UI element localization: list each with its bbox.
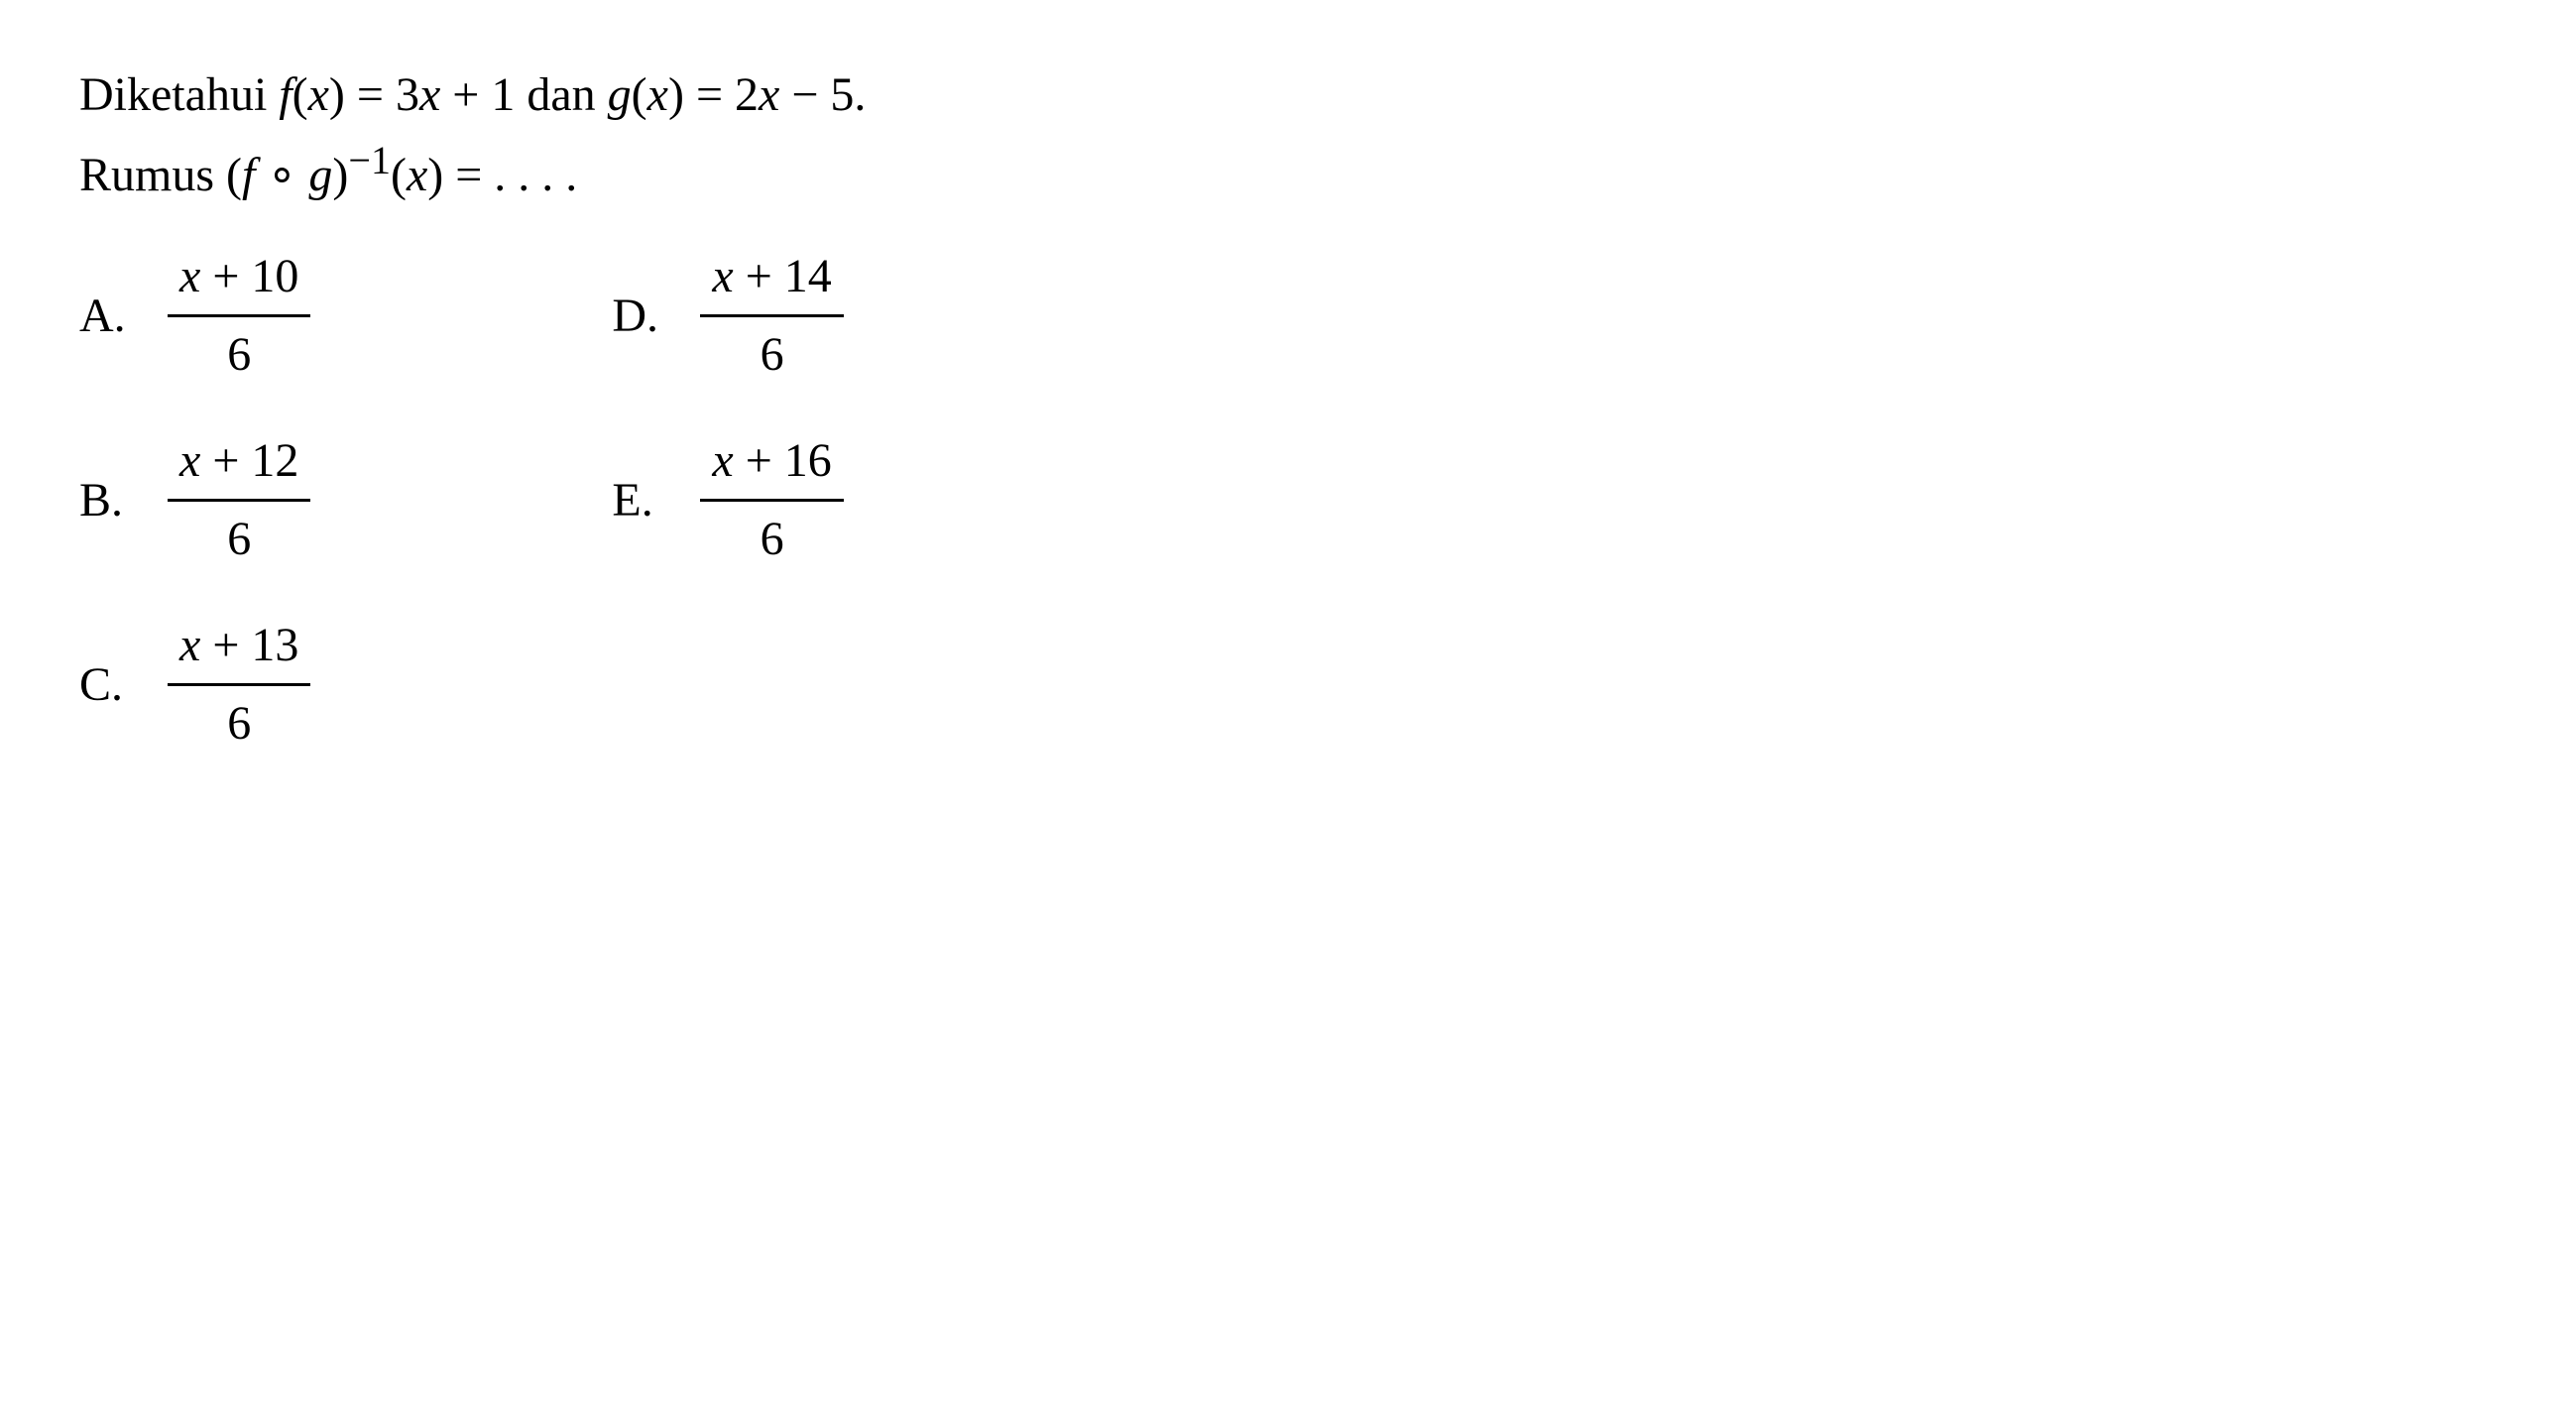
options-column-left: A. x + 10 6 B. x + 12 6 C. x + 13 6 bbox=[79, 241, 314, 760]
numerator: x + 13 bbox=[168, 610, 310, 686]
numerator: x + 16 bbox=[700, 425, 843, 502]
text: + 10 bbox=[200, 250, 298, 302]
text: + 1 dan bbox=[440, 68, 607, 121]
problem-line-1: Diketahui f(x) = 3x + 1 dan g(x) = 2x − … bbox=[79, 59, 2497, 131]
option-label-c: C. bbox=[79, 649, 129, 721]
option-label-e: E. bbox=[612, 465, 661, 536]
denominator: 6 bbox=[749, 502, 796, 575]
problem-statement: Diketahui f(x) = 3x + 1 dan g(x) = 2x − … bbox=[79, 59, 2497, 211]
options-column-right: D. x + 14 6 E. x + 16 6 bbox=[612, 241, 847, 760]
option-d: D. x + 14 6 bbox=[612, 241, 847, 391]
text: ( bbox=[391, 149, 407, 201]
option-label-d: D. bbox=[612, 281, 661, 352]
variable-x: x bbox=[759, 68, 779, 121]
variable-x: x bbox=[308, 68, 329, 121]
denominator: 6 bbox=[215, 317, 263, 391]
numerator: x + 12 bbox=[168, 425, 310, 502]
exponent: −1 bbox=[348, 138, 391, 182]
fraction-d: x + 14 6 bbox=[700, 241, 843, 391]
variable-x: x bbox=[179, 619, 200, 671]
variable-x: x bbox=[712, 434, 733, 487]
fraction-b: x + 12 6 bbox=[168, 425, 310, 575]
fraction-c: x + 13 6 bbox=[168, 610, 310, 760]
text: ( bbox=[632, 68, 647, 121]
text: ( bbox=[293, 68, 308, 121]
text: Rumus ( bbox=[79, 149, 242, 201]
text: + 13 bbox=[200, 619, 298, 671]
variable-x: x bbox=[647, 68, 668, 121]
denominator: 6 bbox=[215, 502, 263, 575]
text: ) = . . . . bbox=[427, 149, 577, 201]
variable-x: x bbox=[179, 434, 200, 487]
variable-x: x bbox=[407, 149, 427, 201]
text: + 12 bbox=[200, 434, 298, 487]
answer-options: A. x + 10 6 B. x + 12 6 C. x + 13 6 bbox=[79, 241, 2497, 760]
function-g: g bbox=[608, 68, 632, 121]
option-a: A. x + 10 6 bbox=[79, 241, 314, 391]
option-label-a: A. bbox=[79, 281, 129, 352]
text: ) = 2 bbox=[668, 68, 759, 121]
variable-x: x bbox=[419, 68, 440, 121]
fraction-e: x + 16 6 bbox=[700, 425, 843, 575]
numerator: x + 14 bbox=[700, 241, 843, 317]
option-b: B. x + 12 6 bbox=[79, 425, 314, 575]
text: + 14 bbox=[734, 250, 832, 302]
text: − 5. bbox=[779, 68, 866, 121]
problem-line-2: Rumus (f ∘ g)−1(x) = . . . . bbox=[79, 131, 2497, 211]
option-c: C. x + 13 6 bbox=[79, 610, 314, 760]
variable-x: x bbox=[179, 250, 200, 302]
text: ∘ bbox=[255, 149, 308, 201]
function-g: g bbox=[308, 149, 332, 201]
option-label-b: B. bbox=[79, 465, 129, 536]
fraction-a: x + 10 6 bbox=[168, 241, 310, 391]
denominator: 6 bbox=[749, 317, 796, 391]
text: + 16 bbox=[734, 434, 832, 487]
text: ) bbox=[332, 149, 348, 201]
text: ) = 3 bbox=[329, 68, 419, 121]
numerator: x + 10 bbox=[168, 241, 310, 317]
function-f: f bbox=[279, 68, 292, 121]
option-e: E. x + 16 6 bbox=[612, 425, 847, 575]
text: Diketahui bbox=[79, 68, 279, 121]
function-f: f bbox=[242, 149, 255, 201]
variable-x: x bbox=[712, 250, 733, 302]
denominator: 6 bbox=[215, 686, 263, 760]
